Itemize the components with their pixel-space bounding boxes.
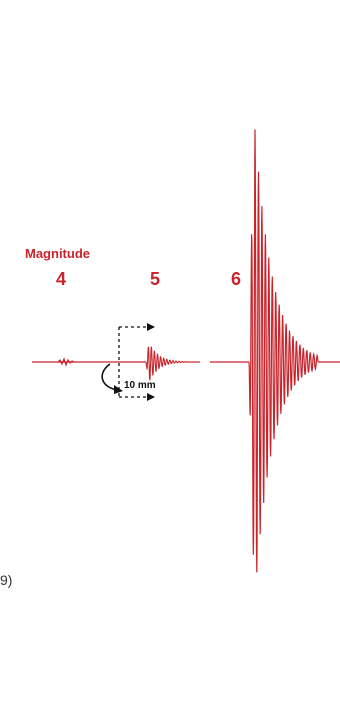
waveform-magnitude-6: [248, 129, 319, 573]
scale-label: 10 mm: [124, 380, 156, 391]
dashed-bracket-arrow-icon: [118, 323, 155, 401]
curved-arrow-icon: [101, 363, 123, 394]
magnitude-5-label: 5: [150, 269, 161, 289]
magnitude-6-label: 6: [231, 269, 242, 289]
waveform-magnitude-4: [57, 357, 75, 367]
magnitude-heading: Magnitude: [25, 246, 90, 261]
magnitude-4-label: 4: [56, 269, 67, 289]
waveform-magnitude-5: [145, 346, 187, 381]
edge-text: 9): [0, 572, 13, 588]
